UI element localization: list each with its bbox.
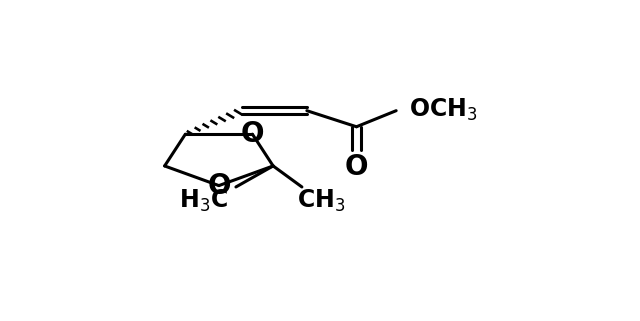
Text: H$_3$C: H$_3$C xyxy=(179,188,228,214)
Text: OCH$_3$: OCH$_3$ xyxy=(408,96,477,123)
Text: O: O xyxy=(345,153,368,181)
Text: CH$_3$: CH$_3$ xyxy=(298,188,346,214)
Text: O: O xyxy=(207,172,230,200)
Text: O: O xyxy=(241,120,264,148)
